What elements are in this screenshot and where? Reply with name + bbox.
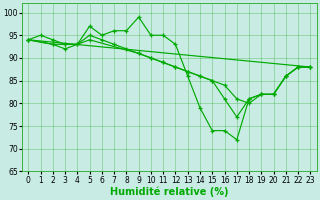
X-axis label: Humidité relative (%): Humidité relative (%) (110, 186, 228, 197)
